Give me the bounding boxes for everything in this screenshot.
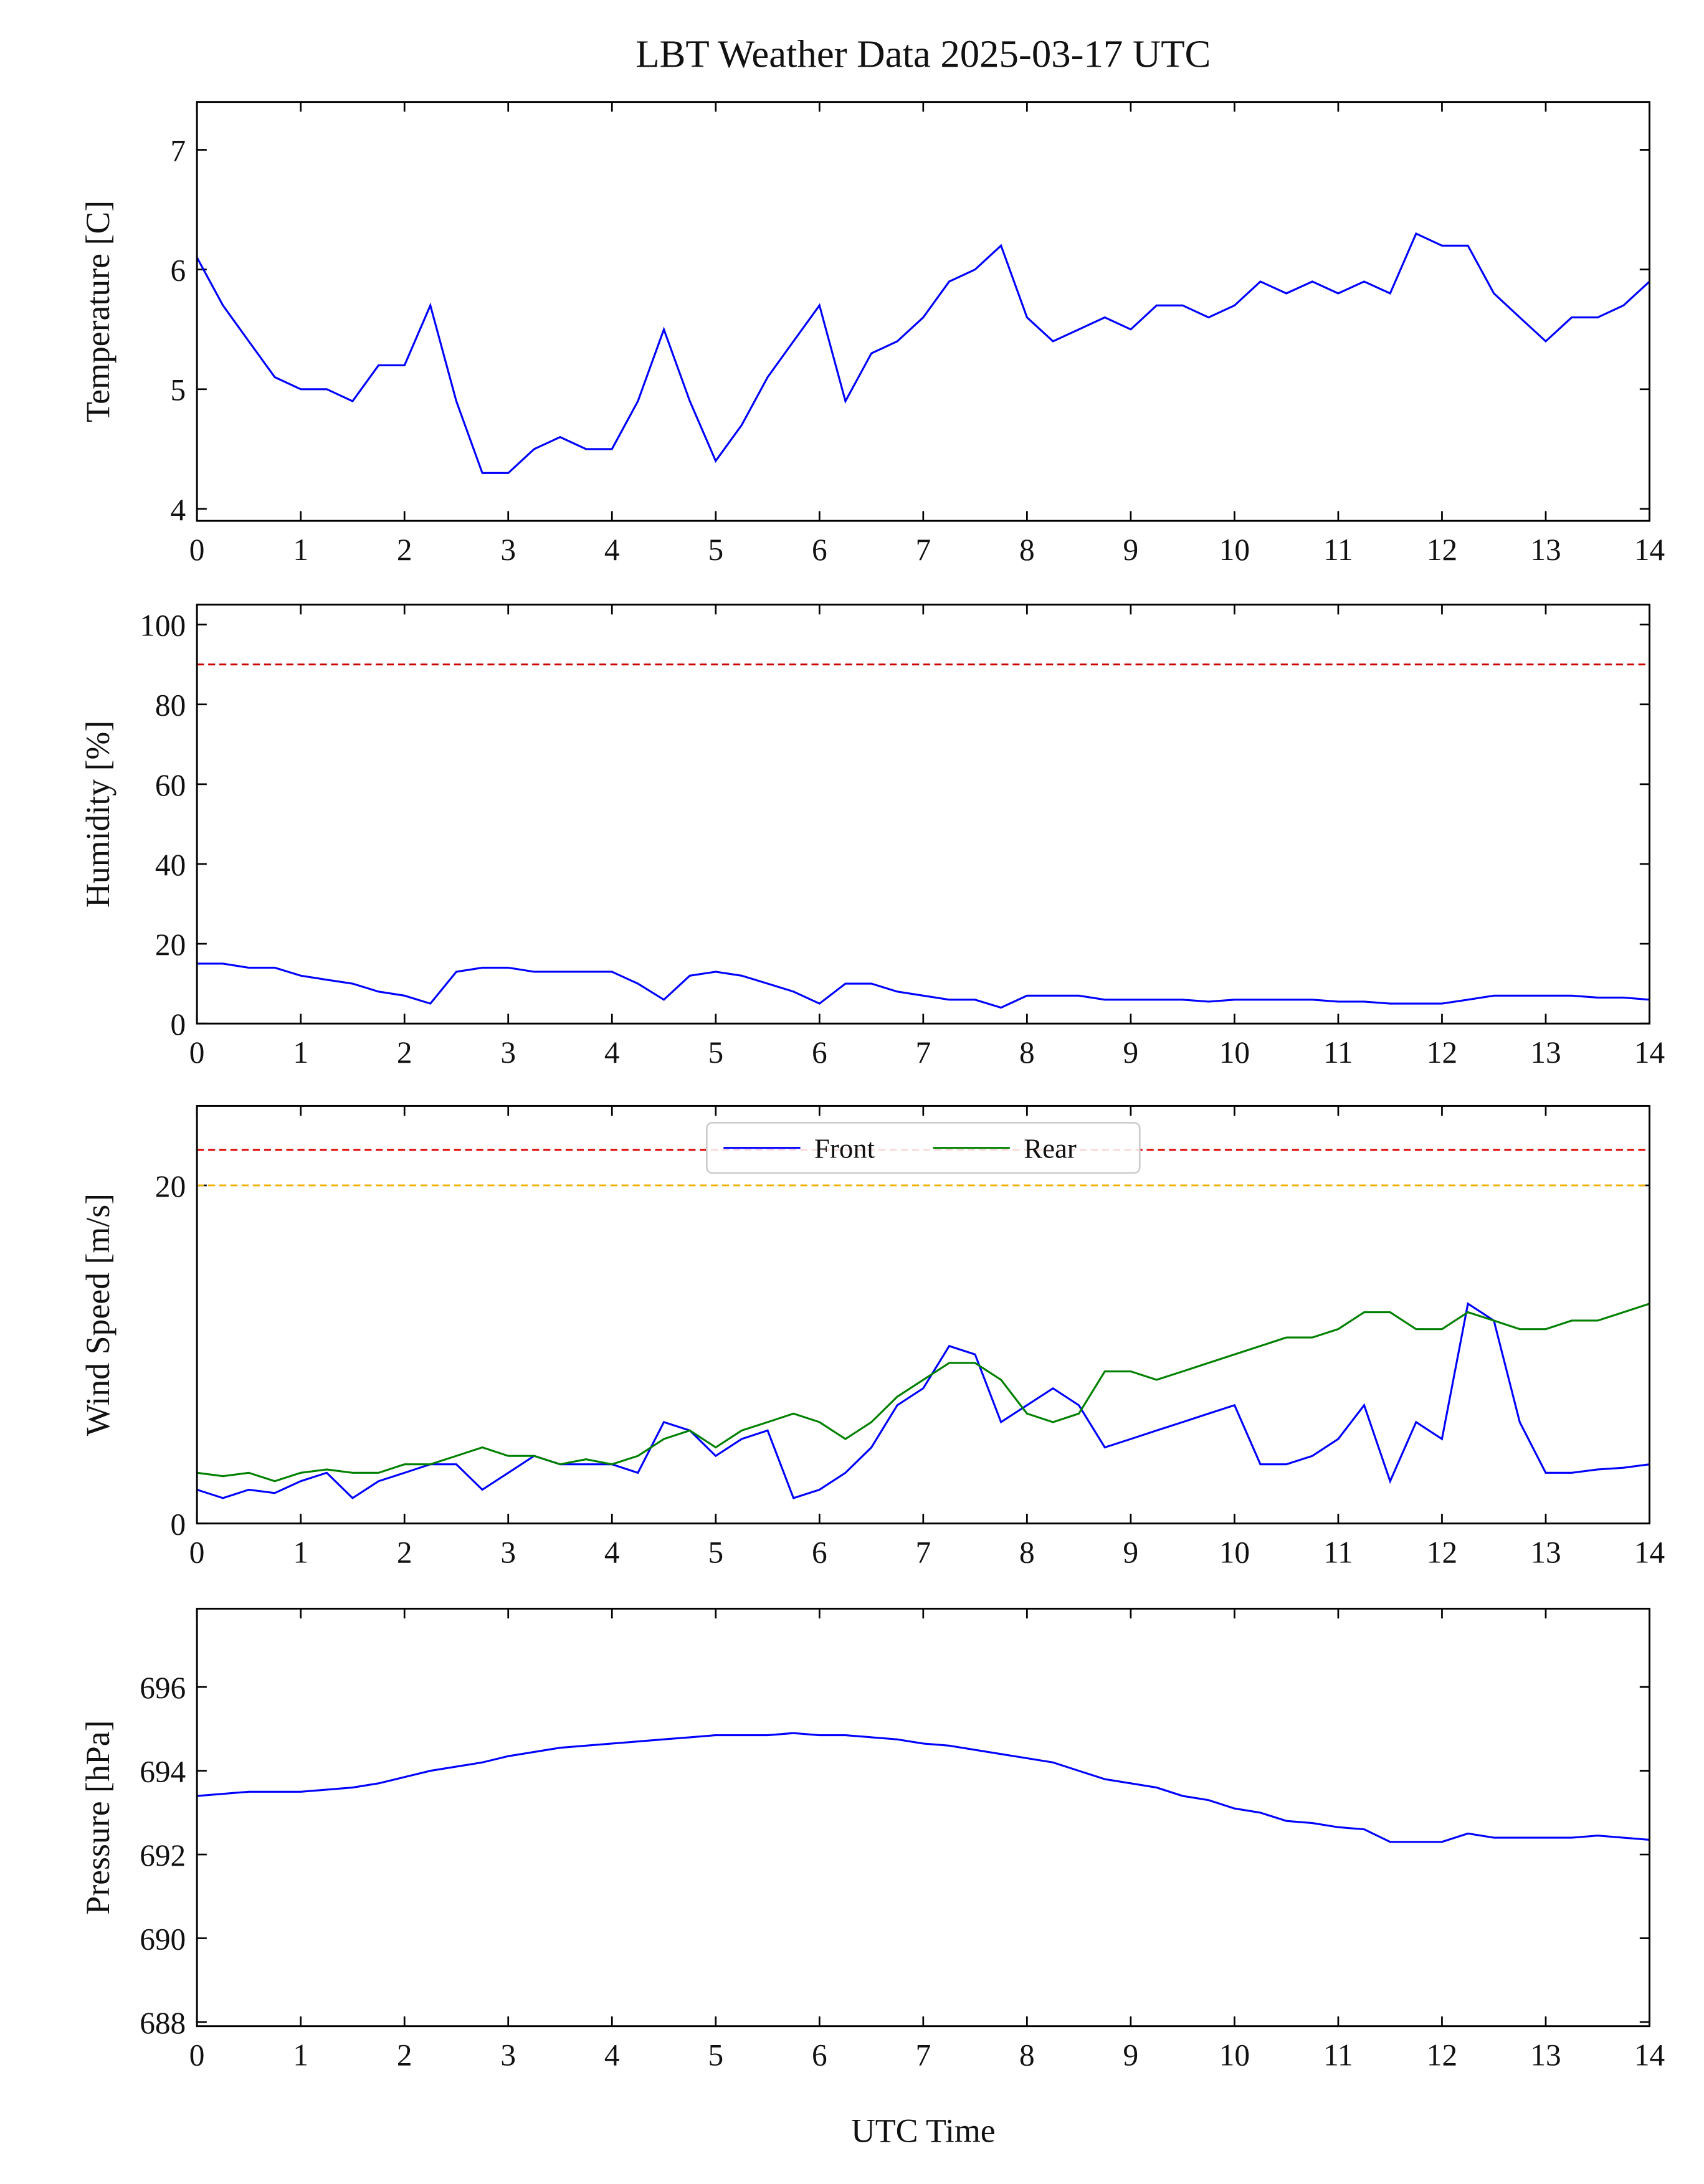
x-tick-label: 9 <box>1123 2038 1139 2072</box>
y-tick-label: 5 <box>171 373 186 407</box>
data-line <box>196 232 1650 474</box>
x-tick-label: 4 <box>604 2038 620 2072</box>
x-tick-label: 1 <box>293 1535 308 1569</box>
data-line <box>197 962 1650 1009</box>
x-tick-label: 13 <box>1530 2038 1561 2072</box>
x-tick-label: 13 <box>1530 1535 1561 1569</box>
y-tick-label: 80 <box>155 688 186 723</box>
x-tick-label: 8 <box>1019 533 1035 567</box>
x-tick-label: 0 <box>189 1535 205 1569</box>
x-tick-label: 2 <box>397 2038 412 2072</box>
y-axis-label: Humidity [%] <box>79 721 117 908</box>
x-tick-label: 12 <box>1427 1035 1457 1070</box>
x-tick-label: 10 <box>1219 1535 1250 1569</box>
x-tick-label: 6 <box>812 1535 827 1569</box>
x-tick-label: 1 <box>293 1035 308 1070</box>
x-tick-label: 14 <box>1634 1535 1665 1569</box>
x-tick-label: 7 <box>915 2038 931 2072</box>
x-tick-label: 9 <box>1123 1535 1139 1569</box>
x-tick-label: 11 <box>1323 2038 1353 2072</box>
y-tick-label: 688 <box>140 2006 186 2040</box>
x-tick-label: 6 <box>812 533 827 567</box>
data-line <box>197 1732 1650 1843</box>
x-tick-label: 7 <box>915 1035 931 1070</box>
x-tick-label: 7 <box>915 533 931 567</box>
legend-label: Rear <box>1024 1132 1077 1164</box>
x-tick-label: 3 <box>500 2038 516 2072</box>
x-tick-label: 2 <box>397 533 412 567</box>
y-axis-label: Wind Speed [m/s] <box>79 1194 117 1436</box>
y-tick-label: 694 <box>140 1755 186 1789</box>
data-line <box>196 1303 1650 1483</box>
x-tick-label: 4 <box>604 1035 620 1070</box>
x-tick-label: 10 <box>1219 533 1250 567</box>
plot-frame <box>196 1607 1650 2028</box>
plot-frame <box>196 604 1650 1025</box>
x-tick-label: 11 <box>1323 1535 1353 1569</box>
x-tick-label: 12 <box>1427 533 1457 567</box>
x-tick-label: 4 <box>604 1535 620 1569</box>
chart-title: LBT Weather Data 2025-03-17 UTC <box>635 32 1211 76</box>
y-axis-label: Pressure [hPa] <box>79 1720 117 1914</box>
x-tick-label: 13 <box>1530 533 1561 567</box>
plot-frame <box>196 1104 1650 1525</box>
y-axis-label: Temperature [C] <box>79 201 117 422</box>
x-tick-label: 14 <box>1634 1035 1665 1070</box>
y-tick-label: 100 <box>140 609 186 643</box>
x-tick-label: 1 <box>293 533 308 567</box>
x-tick-label: 9 <box>1123 533 1139 567</box>
x-tick-label: 0 <box>189 2038 205 2072</box>
y-tick-label: 4 <box>171 493 186 527</box>
x-tick-label: 0 <box>189 1035 205 1070</box>
y-tick-label: 696 <box>140 1671 186 1705</box>
y-tick-label: 40 <box>155 848 186 882</box>
plot-frame <box>196 101 1650 522</box>
data-line <box>196 1302 1650 1499</box>
x-tick-label: 5 <box>708 1535 723 1569</box>
x-tick-label: 9 <box>1123 1035 1139 1070</box>
x-tick-label: 3 <box>500 1535 516 1569</box>
y-tick-label: 20 <box>155 928 186 962</box>
x-tick-label: 12 <box>1427 1535 1457 1569</box>
x-tick-label: 6 <box>812 2038 827 2072</box>
legend-label: Front <box>814 1132 875 1164</box>
x-tick-label: 11 <box>1323 533 1353 567</box>
x-tick-label: 10 <box>1219 2038 1250 2072</box>
x-tick-label: 11 <box>1323 1035 1353 1070</box>
y-tick-label: 0 <box>171 1507 186 1542</box>
x-tick-label: 5 <box>708 1035 723 1070</box>
x-tick-label: 4 <box>604 533 620 567</box>
y-tick-label: 20 <box>155 1169 186 1204</box>
x-tick-label: 5 <box>708 533 723 567</box>
x-tick-label: 8 <box>1019 1535 1035 1569</box>
legend-box <box>706 1121 1141 1174</box>
x-tick-label: 10 <box>1219 1035 1250 1070</box>
y-tick-label: 6 <box>171 254 186 288</box>
x-tick-label: 12 <box>1427 2038 1457 2072</box>
y-tick-label: 7 <box>171 133 186 168</box>
y-tick-label: 60 <box>155 768 186 802</box>
x-tick-label: 14 <box>1634 533 1665 567</box>
x-tick-label: 3 <box>500 1035 516 1070</box>
x-tick-label: 6 <box>812 1035 827 1070</box>
x-tick-label: 13 <box>1530 1035 1561 1070</box>
x-tick-label: 2 <box>397 1535 412 1569</box>
x-axis-label: UTC Time <box>851 2112 996 2150</box>
x-tick-label: 1 <box>293 2038 308 2072</box>
x-tick-label: 7 <box>915 1535 931 1569</box>
x-tick-label: 8 <box>1019 2038 1035 2072</box>
y-tick-label: 692 <box>140 1838 186 1873</box>
x-tick-label: 0 <box>189 533 205 567</box>
y-tick-label: 0 <box>171 1007 186 1042</box>
x-tick-label: 5 <box>708 2038 723 2072</box>
x-tick-label: 14 <box>1634 2038 1665 2072</box>
x-tick-label: 3 <box>500 533 516 567</box>
y-tick-label: 690 <box>140 1922 186 1956</box>
x-tick-label: 8 <box>1019 1035 1035 1070</box>
x-tick-label: 2 <box>397 1035 412 1070</box>
